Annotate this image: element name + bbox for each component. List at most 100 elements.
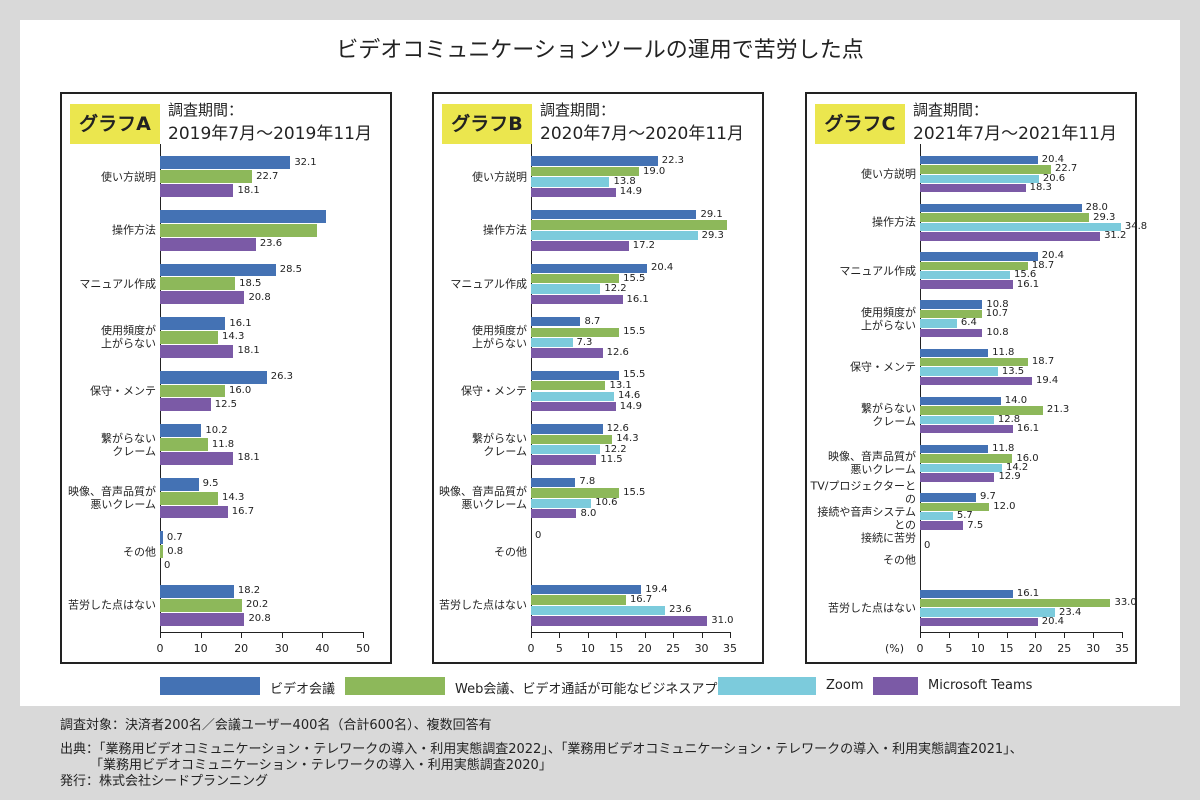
legend-label: Zoom	[826, 678, 864, 693]
bar	[531, 381, 606, 391]
legend-swatch	[873, 677, 918, 695]
value-label: 20.4	[1041, 615, 1064, 627]
value-label: 15.5	[623, 272, 646, 284]
category-label: 使用頻度が 上がらない	[472, 324, 527, 351]
bar	[531, 477, 576, 488]
x-tick-label: 40	[315, 642, 330, 655]
bar	[920, 396, 1001, 406]
bar	[531, 616, 708, 626]
bar	[531, 317, 581, 327]
bar	[160, 291, 245, 305]
tick-mark	[1064, 632, 1066, 638]
category-label: 使用頻度が 上がらない	[101, 324, 156, 351]
tick-mark	[200, 632, 202, 638]
bar	[160, 584, 234, 598]
y-axis	[920, 144, 921, 632]
bar	[531, 220, 728, 230]
value-label: 28.0	[1085, 202, 1108, 214]
bar	[920, 521, 964, 530]
value-label: 16.0	[228, 385, 252, 396]
bar	[531, 156, 658, 166]
bar	[160, 452, 234, 465]
tick-mark	[1122, 632, 1123, 638]
x-tick-label: 10	[970, 642, 985, 655]
bar	[920, 454, 1013, 463]
x-tick-label: 30	[694, 642, 709, 655]
category-label: 使い方説明	[472, 170, 527, 184]
category-label: 苦労した点はない	[439, 598, 527, 612]
bar	[531, 284, 601, 294]
x-tick-label: 15	[999, 642, 1014, 655]
bar	[160, 170, 253, 184]
bar	[531, 327, 620, 337]
bar	[920, 319, 957, 328]
bar	[920, 261, 1028, 270]
tick-mark	[948, 632, 950, 638]
bar	[920, 155, 1038, 165]
value-label: 14.3	[222, 492, 245, 504]
category-label: 苦労した点はない	[68, 598, 156, 612]
x-tick-label: 30	[1086, 642, 1101, 655]
bar	[531, 177, 610, 187]
bar	[920, 165, 1051, 174]
badge: グラフB	[442, 104, 532, 144]
bar	[531, 498, 592, 509]
tick-mark	[1035, 632, 1037, 638]
bar	[920, 358, 1028, 367]
value-label: 7.8	[579, 476, 596, 488]
value-label: 18.2	[237, 585, 261, 597]
legend-label: Web会議、ビデオ通話が可能なビジネスアプリ	[455, 682, 731, 697]
value-label: 12.9	[998, 471, 1021, 483]
value-label: 16.1	[1016, 587, 1040, 599]
value-label: 18.7	[1031, 259, 1055, 271]
bar	[531, 605, 666, 616]
category-label: 操作方法	[483, 223, 527, 237]
value-label: 15.6	[1014, 269, 1037, 281]
tick-mark	[322, 632, 324, 638]
value-label: 16.0	[1016, 452, 1039, 464]
x-tick-label: 0	[916, 642, 924, 655]
value-label: 16.1	[1016, 278, 1040, 290]
bar	[160, 424, 202, 438]
x-unit: (%)	[885, 642, 905, 655]
value-label: 10.8	[986, 326, 1009, 338]
bar	[160, 370, 267, 384]
period-label: 調査期間：	[913, 101, 989, 119]
bar	[531, 424, 603, 434]
bar	[531, 584, 642, 595]
footer-line: 発行：株式会社シードプランニング	[60, 774, 269, 789]
value-label: 8.0	[580, 507, 597, 519]
bar	[920, 280, 1013, 289]
bar	[920, 213, 1090, 222]
tick-mark	[363, 632, 364, 638]
value-label: 21.3	[1046, 404, 1070, 416]
bar	[531, 370, 620, 381]
value-label: 16.7	[231, 506, 255, 518]
bar	[920, 445, 989, 454]
value-label: 0	[164, 559, 171, 571]
legend-label: ビデオ会議	[270, 682, 336, 697]
category-label: 保守・メンテ	[461, 384, 527, 398]
bar	[160, 277, 236, 291]
category-label: その他	[123, 545, 156, 559]
category-label: マニュアル作成	[839, 264, 916, 277]
value-label: 16.7	[629, 594, 653, 605]
period: 2021年7月～2021年11月	[913, 124, 1117, 144]
value-label: 23.6	[259, 238, 283, 250]
value-label: 20.6	[1042, 172, 1066, 184]
bar	[160, 612, 245, 626]
period-label: 調査期間：	[540, 101, 616, 119]
value-label: 10.6	[595, 497, 618, 509]
value-label: 29.3	[1093, 211, 1116, 223]
value-label: 20.4	[650, 262, 674, 274]
category-label: 使い方説明	[101, 170, 156, 184]
value-label: 19.4	[645, 583, 668, 595]
bar	[160, 156, 291, 170]
value-label: 11.8	[992, 346, 1015, 358]
category-label: その他	[883, 553, 916, 567]
value-label: 11.8	[211, 438, 235, 450]
value-label: 18.1	[237, 345, 260, 357]
bar	[920, 599, 1111, 608]
bar	[531, 509, 577, 519]
